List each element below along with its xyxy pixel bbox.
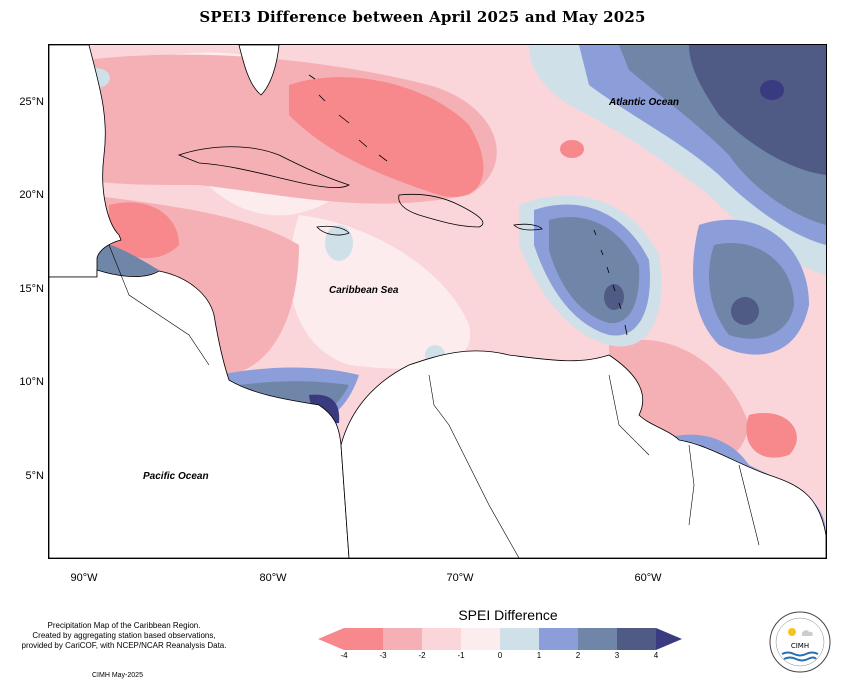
legend-colorbar [318, 628, 682, 650]
credit-text: Precipitation Map of the Caribbean Regio… [6, 621, 242, 651]
island-hispaniola [398, 193, 484, 228]
lon-label: 90°W [70, 572, 98, 584]
island-cuba [177, 146, 350, 188]
island-puerto-rico [513, 223, 543, 231]
island-bahamas [308, 74, 388, 162]
spei-wet-zone [709, 243, 794, 339]
island-jamaica [316, 225, 350, 236]
lat-label: 15°N [19, 283, 44, 295]
lon-label: 70°W [446, 572, 474, 584]
colorbar-tick: -2 [418, 651, 426, 660]
logo-text: CIMH [791, 642, 809, 650]
cimh-logo: CIMH [769, 611, 831, 673]
colorbar-tick: -3 [379, 651, 387, 660]
lat-label: 25°N [19, 96, 44, 108]
spei-wet-zone [97, 240, 159, 277]
map-title: SPEI3 Difference between April 2025 and … [199, 8, 646, 26]
colorbar-tick: 1 [536, 651, 542, 660]
island-lesser-antilles [593, 229, 628, 336]
lat-label: 5°N [25, 470, 44, 482]
colorbar-tick: 4 [653, 651, 659, 660]
spei-moderate-dry-zone [172, 84, 200, 106]
land-south-america [340, 350, 826, 558]
colorbar-tick: 3 [614, 651, 620, 660]
colorbar-swatch [578, 628, 617, 650]
map-panel: Atlantic Ocean Caribbean Sea Pacific Oce… [48, 44, 827, 559]
colorbar-arrow-low [318, 628, 344, 650]
country-borders [108, 244, 210, 366]
spei-severe-dry-zone [746, 413, 797, 458]
land-central-america [49, 269, 350, 558]
lon-label: 60°W [634, 572, 662, 584]
ocean-label-caribbean: Caribbean Sea [329, 285, 399, 296]
spei-severe-dry-zone [289, 77, 484, 197]
spei-moderate-dry-zone [609, 339, 749, 462]
ocean-label-pacific: Pacific Ocean [143, 471, 209, 482]
lat-label: 20°N [19, 189, 44, 201]
colorbar-tick: -4 [340, 651, 348, 660]
colorbar-tick: 2 [575, 651, 581, 660]
credit-line: Created by aggregating station based obs… [32, 631, 216, 640]
spei-map-canvas [49, 45, 826, 558]
spei-very-wet-zone [731, 297, 759, 325]
country-borders [428, 374, 760, 558]
ocean-label-atlantic: Atlantic Ocean [609, 97, 680, 108]
land-florida [238, 45, 280, 96]
credit-line: Precipitation Map of the Caribbean Regio… [47, 621, 201, 630]
spei-severe-dry-zone [109, 202, 179, 259]
lat-label: 10°N [19, 376, 44, 388]
footnote: CIMH May-2025 [92, 672, 143, 679]
colorbar-swatch [422, 628, 461, 650]
colorbar-swatch [539, 628, 578, 650]
credit-line: provided by CariCOF, with NCEP/NCAR Rean… [21, 641, 227, 650]
colorbar-swatch [617, 628, 656, 650]
spei-extreme-wet-zone [760, 80, 784, 100]
colorbar-swatch [461, 628, 500, 650]
spei-very-wet-zone [689, 45, 826, 175]
legend-title: SPEI Difference [458, 607, 558, 623]
colorbar-arrow-high [656, 628, 682, 650]
colorbar-tick: -1 [457, 651, 465, 660]
colorbar-swatch [344, 628, 383, 650]
lon-label: 80°W [259, 572, 287, 584]
spei-wet-zone [325, 225, 353, 261]
spei-severe-dry-zone [560, 140, 584, 158]
land-yucatan [49, 45, 122, 278]
colorbar-swatch [383, 628, 422, 650]
colorbar-tick: 0 [497, 651, 503, 660]
colorbar-swatch [500, 628, 539, 650]
